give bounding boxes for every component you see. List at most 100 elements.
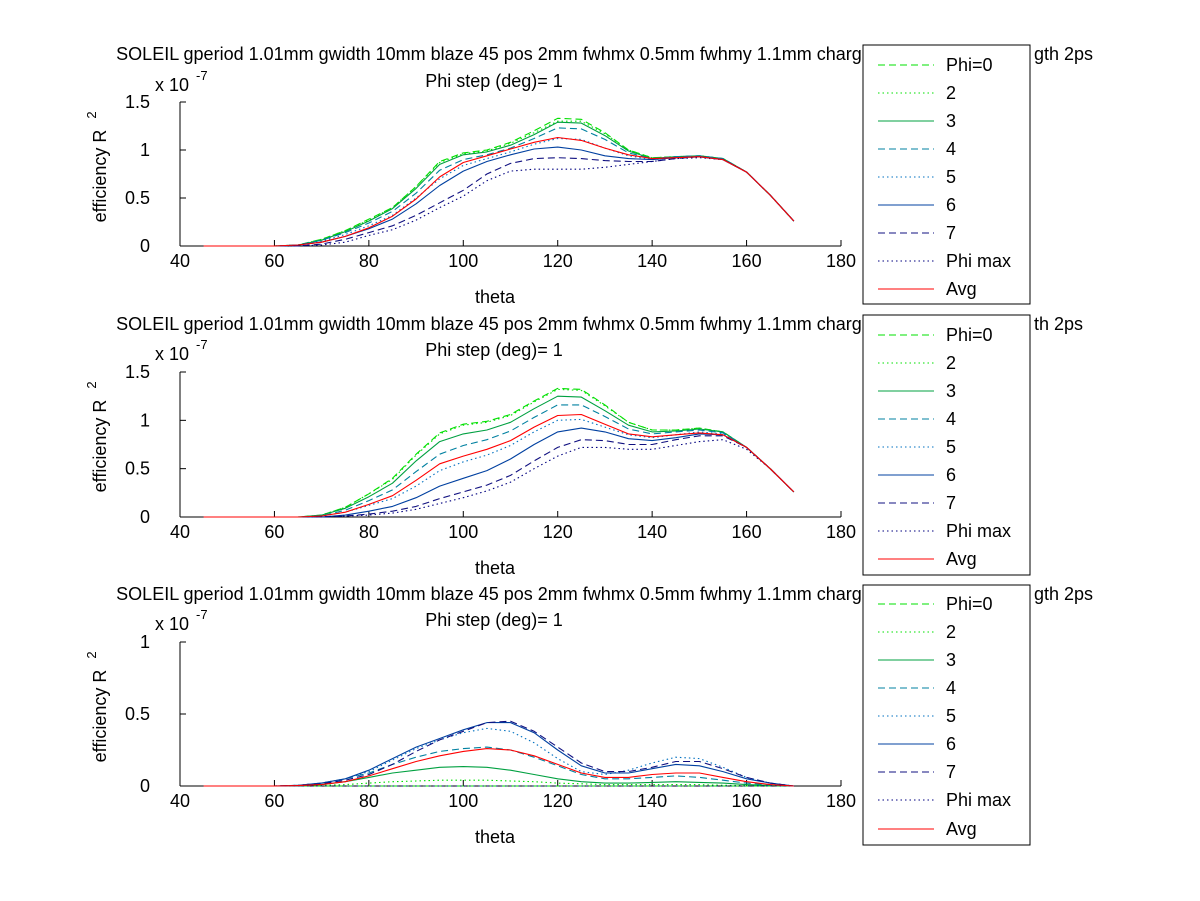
series-line-6 bbox=[203, 722, 794, 787]
legend-box bbox=[862, 584, 1031, 846]
x-tick-label: 180 bbox=[826, 791, 856, 811]
subplot-3: SOLEIL gperiod 1.01mm gwidth 10mm blaze … bbox=[84, 584, 1093, 847]
plot-area bbox=[180, 642, 841, 786]
legend-label: 7 bbox=[946, 493, 956, 513]
legend-label: Phi=0 bbox=[946, 325, 993, 345]
y-tick-label: 1 bbox=[140, 410, 150, 430]
chart-subtitle: Phi step (deg)= 1 bbox=[425, 340, 563, 360]
y-axis-label-superscript: 2 bbox=[84, 651, 99, 658]
legend-label: 4 bbox=[946, 678, 956, 698]
y-exponent-power: -7 bbox=[196, 68, 208, 83]
x-tick-label: 40 bbox=[170, 522, 190, 542]
y-tick-label: 1 bbox=[140, 632, 150, 652]
series-line-4 bbox=[203, 127, 795, 247]
series-line-phi-max bbox=[203, 439, 795, 518]
x-tick-label: 80 bbox=[359, 791, 379, 811]
x-tick-label: 120 bbox=[543, 522, 573, 542]
series-line-avg bbox=[203, 136, 795, 247]
legend-label: 6 bbox=[946, 465, 956, 485]
y-tick-label: 0.5 bbox=[125, 188, 150, 208]
x-tick-label: 100 bbox=[448, 522, 478, 542]
legend-label: 5 bbox=[946, 167, 956, 187]
legend-label: 5 bbox=[946, 706, 956, 726]
x-tick-label: 140 bbox=[637, 791, 667, 811]
y-axis-label-superscript: 2 bbox=[84, 381, 99, 388]
series-line-3 bbox=[203, 121, 795, 247]
legend-label: Phi=0 bbox=[946, 594, 993, 614]
x-tick-label: 40 bbox=[170, 251, 190, 271]
y-tick-label: 0 bbox=[140, 507, 150, 527]
y-exponent-power: -7 bbox=[196, 337, 208, 352]
legend-label: 2 bbox=[946, 83, 956, 103]
y-axis-label: efficiency R bbox=[90, 130, 110, 223]
series-line-4 bbox=[203, 746, 794, 787]
series-line-avg bbox=[203, 748, 794, 787]
series-line-phi-max bbox=[203, 157, 795, 247]
legend-label: Phi max bbox=[946, 251, 1011, 271]
y-exponent-base: x 10 bbox=[155, 75, 189, 95]
y-axis-label-group: efficiency R 2 bbox=[84, 651, 110, 762]
y-tick-label: 1.5 bbox=[125, 92, 150, 112]
legend-label: 7 bbox=[946, 223, 956, 243]
legend-label: Avg bbox=[946, 549, 977, 569]
x-tick-label: 140 bbox=[637, 251, 667, 271]
legend-label: Phi max bbox=[946, 521, 1011, 541]
x-axis-label: theta bbox=[475, 827, 516, 847]
y-tick-label: 0.5 bbox=[125, 459, 150, 479]
chart-title: SOLEIL gperiod 1.01mm gwidth 10mm blaze … bbox=[116, 584, 872, 604]
chart-title-tail: gth 2ps bbox=[1034, 584, 1093, 604]
legend-label: 2 bbox=[946, 622, 956, 642]
legend-label: Phi max bbox=[946, 790, 1011, 810]
x-tick-label: 120 bbox=[543, 791, 573, 811]
series-line-phi-0 bbox=[203, 117, 795, 247]
series-line-3 bbox=[203, 395, 795, 518]
series-line-5 bbox=[203, 727, 794, 787]
x-tick-label: 160 bbox=[732, 251, 762, 271]
x-tick-label: 120 bbox=[543, 251, 573, 271]
x-tick-label: 60 bbox=[264, 791, 284, 811]
series-line-7 bbox=[203, 156, 795, 247]
legend-label: 3 bbox=[946, 650, 956, 670]
x-tick-label: 60 bbox=[264, 251, 284, 271]
y-tick-label: 0 bbox=[140, 236, 150, 256]
x-tick-label: 180 bbox=[826, 522, 856, 542]
x-tick-label: 80 bbox=[359, 251, 379, 271]
series-line-4 bbox=[203, 404, 795, 518]
series-line-7 bbox=[203, 720, 794, 787]
chart-subtitle: Phi step (deg)= 1 bbox=[425, 71, 563, 91]
legend-label: 4 bbox=[946, 139, 956, 159]
legend-label: 4 bbox=[946, 409, 956, 429]
legend-label: 6 bbox=[946, 195, 956, 215]
x-tick-label: 160 bbox=[732, 791, 762, 811]
x-tick-label: 100 bbox=[448, 251, 478, 271]
legend-label: 5 bbox=[946, 437, 956, 457]
subplot-2: SOLEIL gperiod 1.01mm gwidth 10mm blaze … bbox=[84, 314, 1083, 578]
y-exponent-base: x 10 bbox=[155, 614, 189, 634]
legend-box bbox=[862, 44, 1031, 305]
legend-label: Avg bbox=[946, 819, 977, 839]
x-tick-label: 100 bbox=[448, 791, 478, 811]
x-tick-label: 180 bbox=[826, 251, 856, 271]
legend-label: Phi=0 bbox=[946, 55, 993, 75]
y-tick-label: 1 bbox=[140, 140, 150, 160]
legend-label: Avg bbox=[946, 279, 977, 299]
y-axis-label-group: efficiency R 2 bbox=[84, 381, 110, 492]
series-line-7 bbox=[203, 435, 795, 518]
chart-title-tail: gth 2ps bbox=[1034, 44, 1093, 64]
legend-label: 6 bbox=[946, 734, 956, 754]
series-line-5 bbox=[203, 137, 795, 247]
series-line-2 bbox=[203, 120, 795, 247]
chart-title: SOLEIL gperiod 1.01mm gwidth 10mm blaze … bbox=[116, 314, 872, 334]
chart-subtitle: Phi step (deg)= 1 bbox=[425, 610, 563, 630]
series-line-6 bbox=[203, 146, 795, 247]
y-exponent-power: -7 bbox=[196, 607, 208, 622]
series-line-2 bbox=[203, 779, 794, 787]
y-exponent-base: x 10 bbox=[155, 344, 189, 364]
y-tick-label: 0 bbox=[140, 776, 150, 796]
subplot-1: SOLEIL gperiod 1.01mm gwidth 10mm blaze … bbox=[84, 44, 1093, 307]
series-line-phi-0 bbox=[203, 387, 795, 518]
x-tick-label: 160 bbox=[732, 522, 762, 542]
series-line-avg bbox=[203, 413, 795, 518]
y-axis-label-superscript: 2 bbox=[84, 111, 99, 118]
